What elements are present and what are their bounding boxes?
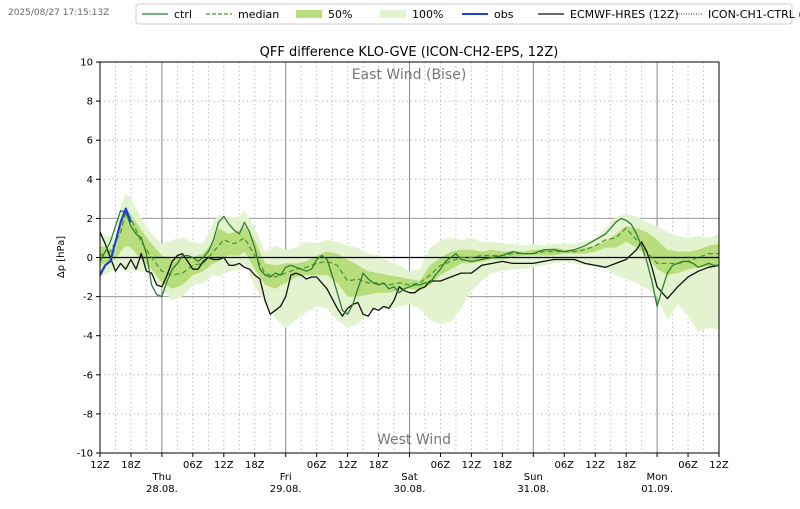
x-tick-label: 12Z (338, 460, 358, 471)
chart-title: QFF difference KLO-GVE (ICON-CH2-EPS, 12… (260, 45, 559, 60)
x-tick-label: 18Z (121, 460, 141, 471)
x-tick-label: 12Z (462, 460, 482, 471)
legend-label-50: 50% (328, 8, 352, 21)
annotation-east-wind: East Wind (Bise) (352, 67, 467, 83)
series-obs-line (100, 207, 132, 276)
x-date-label: 31.08. (517, 484, 549, 495)
legend-label-obs: obs (494, 8, 514, 21)
legend-swatch-50 (296, 10, 322, 18)
x-tick-label: 06Z (678, 460, 698, 471)
x-day-label: Thu (152, 472, 172, 483)
y-tick-label: 8 (87, 97, 93, 108)
x-tick-label: 12Z (90, 460, 110, 471)
series-ctrl-line (100, 209, 719, 315)
band-100-percent (100, 193, 719, 332)
x-day-label: Fri (280, 472, 292, 483)
legend-label-ecmwf-hres-12z: ECMWF-HRES (12Z) (570, 8, 679, 21)
series-ecmwf-hres-12z-line (100, 231, 719, 317)
x-tick-label: 12Z (214, 460, 234, 471)
x-tick-label: 06Z (307, 460, 327, 471)
timestamp: 2025/08/27 17:15:13Z (8, 8, 110, 18)
x-date-label: 01.09. (641, 484, 673, 495)
x-date-label: 29.08. (270, 484, 302, 495)
y-axis-label: Δp [hPa] (56, 236, 67, 278)
band-50-percent (100, 208, 719, 297)
legend-swatch-100 (380, 10, 406, 18)
y-tick-label: -10 (77, 449, 93, 460)
x-date-label: 28.08. (146, 484, 178, 495)
y-tick-label: 4 (87, 175, 93, 186)
y-tick-label: -2 (83, 292, 93, 303)
x-tick-label: 18Z (245, 460, 265, 471)
legend: ctrl median 50% 100% obs ECMWF-HRES (12Z) ICON… (135, 3, 800, 25)
x-tick-label: 06Z (554, 460, 574, 471)
x-tick-label: 06Z (183, 460, 203, 471)
y-tick-label: 2 (87, 214, 93, 225)
x-day-label: Sat (401, 472, 417, 483)
x-tick-label: 18Z (369, 460, 389, 471)
legend-label-100: 100% (412, 8, 443, 21)
x-tick-label: 12Z (709, 460, 729, 471)
x-tick-label: 18Z (616, 460, 636, 471)
y-tick-label: -4 (83, 331, 93, 342)
x-date-label: 30.08. (394, 484, 426, 495)
y-tick-label: 0 (87, 253, 93, 264)
series-median-line (100, 211, 719, 286)
x-tick-label: 06Z (431, 460, 451, 471)
y-tick-label: 10 (80, 58, 93, 69)
y-tick-label: 6 (87, 136, 93, 147)
legend-label-median: median (238, 8, 279, 21)
annotation-west-wind: West Wind (377, 432, 451, 448)
legend-label-icon-ch1-ctrl-15z: ICON-CH1-CTRL (15Z) (708, 8, 800, 21)
x-tick-label: 12Z (585, 460, 605, 471)
y-tick-label: -6 (83, 370, 93, 381)
legend-label-ctrl: ctrl (174, 8, 192, 21)
x-day-label: Sun (524, 472, 543, 483)
x-tick-label: 18Z (493, 460, 513, 471)
y-tick-label: -8 (83, 409, 93, 420)
x-day-label: Mon (647, 472, 668, 483)
